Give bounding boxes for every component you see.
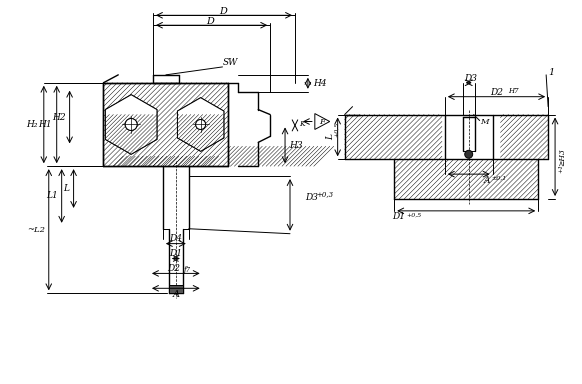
Text: H4: H4 (313, 79, 327, 88)
Text: 1: 1 (548, 68, 555, 77)
Text: H7: H7 (509, 87, 519, 95)
Polygon shape (105, 95, 157, 154)
Circle shape (196, 119, 205, 129)
Text: D1: D1 (169, 249, 182, 258)
Text: SW: SW (223, 58, 238, 68)
Polygon shape (315, 114, 330, 129)
Polygon shape (178, 98, 224, 151)
Text: D2: D2 (168, 264, 180, 273)
Text: H₂: H₂ (26, 120, 38, 129)
Text: L: L (326, 134, 335, 140)
Text: D3: D3 (305, 193, 318, 202)
Text: L1: L1 (46, 192, 58, 200)
Text: D1: D1 (392, 212, 405, 221)
Text: +0,5: +0,5 (334, 121, 339, 137)
Text: ≥H3: ≥H3 (558, 148, 566, 166)
Text: A: A (172, 290, 179, 299)
Text: f7: f7 (184, 266, 191, 275)
Circle shape (465, 150, 473, 158)
Text: F: F (319, 118, 325, 126)
Text: +0,5: +0,5 (406, 212, 421, 217)
Text: ±0,1: ±0,1 (492, 175, 507, 180)
Text: D: D (207, 17, 215, 26)
Polygon shape (104, 83, 229, 166)
Text: D: D (219, 7, 228, 16)
Text: K: K (299, 120, 305, 128)
Text: D3: D3 (464, 74, 477, 83)
Text: ~L2: ~L2 (27, 226, 45, 234)
Polygon shape (345, 114, 548, 159)
Text: H2: H2 (52, 113, 66, 122)
Text: M: M (481, 118, 489, 126)
Text: D2: D2 (490, 88, 503, 97)
Text: H1: H1 (38, 120, 52, 129)
Text: H3: H3 (289, 141, 303, 150)
Polygon shape (169, 285, 183, 293)
Text: +0,3: +0,3 (316, 190, 333, 199)
Text: D4: D4 (169, 234, 182, 243)
Text: L: L (63, 184, 70, 192)
Text: A: A (484, 175, 490, 185)
Text: +1: +1 (558, 164, 563, 173)
Circle shape (125, 119, 137, 131)
